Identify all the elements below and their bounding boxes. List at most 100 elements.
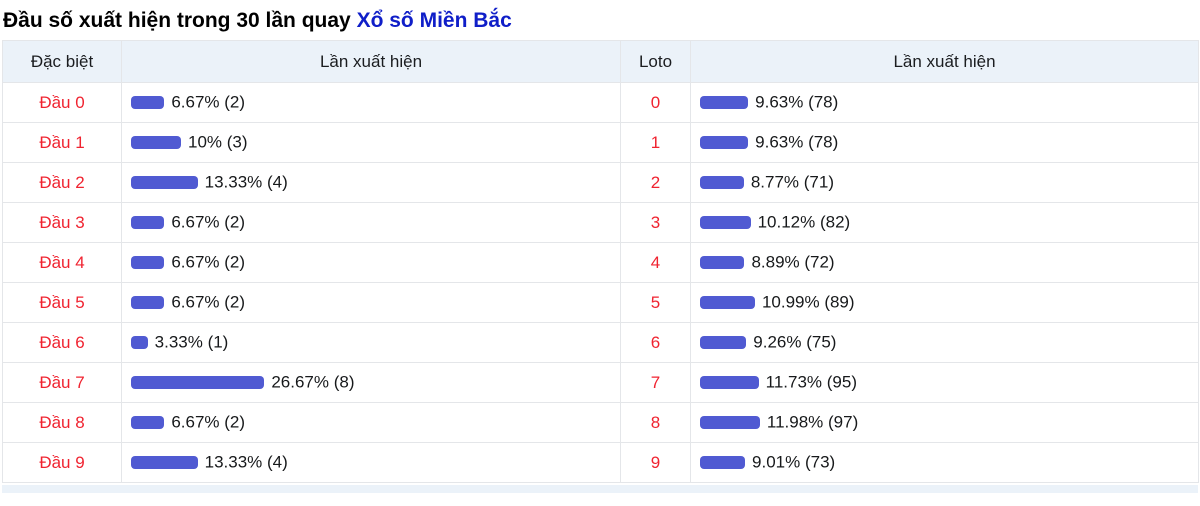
dac-biet-label: Đầu 8 [39,412,85,432]
dac-biet-label: Đầu 3 [39,212,85,232]
dac-biet-frequency-cell: 6.67% (2) [121,242,621,283]
loto-cell: 6 [620,322,691,363]
loto-cell: 4 [620,242,691,283]
dac-biet-label: Đầu 5 [39,292,85,312]
loto-frequency-cell: 9.01% (73) [690,442,1199,483]
dac-biet-label: Đầu 6 [39,332,85,352]
frequency-bar [700,416,760,430]
dac-biet-cell: Đầu 3 [2,202,122,243]
loto-frequency-cell: 10.99% (89) [690,282,1199,323]
frequency-value: 9.26% (75) [753,332,837,352]
dac-biet-cell: Đầu 6 [2,322,122,363]
frequency-bar [131,336,148,350]
frequency-value: 8.89% (72) [751,252,835,272]
loto-label: 7 [650,372,661,392]
frequency-bar [131,216,165,230]
frequency-bar [700,376,759,390]
table-header-row: Đặc biệt Lần xuất hiện Loto Lần xuất hiệ… [2,40,1199,83]
table-row: Đầu 3 6.67% (2) 3 10.12% (82) [2,202,1199,243]
title-link-xo-so-mien-bac[interactable]: Xổ số Miền Bắc [356,9,512,32]
loto-label: 5 [650,292,661,312]
frequency-value: 9.63% (78) [755,92,839,112]
loto-label: 2 [650,172,661,192]
page-title-text: Đầu số xuất hiện trong 30 lần quay [3,9,351,32]
frequency-bar [700,336,747,350]
frequency-value: 6.67% (2) [171,292,246,312]
loto-label: 0 [650,92,661,112]
frequency-value: 9.63% (78) [755,132,839,152]
frequency-value: 9.01% (73) [752,452,836,472]
dac-biet-cell: Đầu 9 [2,442,122,483]
frequency-value: 10.12% (82) [757,212,851,232]
frequency-value: 11.98% (97) [766,412,859,432]
dac-biet-cell: Đầu 5 [2,282,122,323]
frequency-bar [131,376,265,390]
frequency-value: 10.99% (89) [761,292,855,312]
loto-cell: 7 [620,362,691,403]
header-dac-biet: Đặc biệt [2,40,122,83]
frequency-bar [700,136,749,150]
dac-biet-label: Đầu 9 [39,452,85,472]
loto-cell: 3 [620,202,691,243]
header-lan-xuat-hien-left: Lần xuất hiện [121,40,621,83]
frequency-bar [131,256,165,270]
frequency-value: 8.77% (71) [750,172,835,192]
frequency-value: 6.67% (2) [171,252,246,272]
table-row: Đầu 7 26.67% (8) 7 11.73% (95) [2,362,1199,403]
dac-biet-frequency-cell: 10% (3) [121,122,621,163]
frequency-bar [131,456,198,470]
frequency-value: 6.67% (2) [171,92,246,112]
frequency-bar [131,296,165,310]
table-row: Đầu 1 10% (3) 1 9.63% (78) [2,122,1199,163]
frequency-value: 10% (3) [188,132,248,152]
dac-biet-frequency-cell: 13.33% (4) [121,442,621,483]
dac-biet-cell: Đầu 8 [2,402,122,443]
page-title: Đầu số xuất hiện trong 30 lần quay Xổ số… [0,0,1200,40]
dac-biet-frequency-cell: 6.67% (2) [121,82,621,123]
dac-biet-cell: Đầu 0 [2,82,122,123]
dac-biet-cell: Đầu 7 [2,362,122,403]
frequency-value: 6.67% (2) [171,212,246,232]
loto-cell: 9 [620,442,691,483]
loto-label: 4 [650,252,661,272]
frequency-bar [700,216,751,230]
dac-biet-label: Đầu 7 [39,372,85,392]
next-table-header-strip [2,485,1198,493]
table-row: Đầu 8 6.67% (2) 8 11.98% (97) [2,402,1199,443]
frequency-bar [700,456,746,470]
dac-biet-cell: Đầu 2 [2,162,122,203]
frequency-bar [700,296,755,310]
loto-frequency-cell: 11.73% (95) [690,362,1199,403]
dac-biet-frequency-cell: 6.67% (2) [121,202,621,243]
frequency-bar [131,136,181,150]
loto-label: 6 [650,332,661,352]
dac-biet-frequency-cell: 26.67% (8) [121,362,621,403]
dac-biet-cell: Đầu 4 [2,242,122,283]
dac-biet-cell: Đầu 1 [2,122,122,163]
table-row: Đầu 6 3.33% (1) 6 9.26% (75) [2,322,1199,363]
dac-biet-label: Đầu 2 [39,172,85,192]
frequency-bar [131,416,165,430]
loto-label: 8 [650,412,661,432]
dac-biet-label: Đầu 1 [39,132,85,152]
loto-cell: 5 [620,282,691,323]
table-row: Đầu 2 13.33% (4) 2 8.77% (71) [2,162,1199,203]
frequency-value: 13.33% (4) [204,172,288,192]
loto-label: 9 [650,452,661,472]
frequency-value: 3.33% (1) [154,332,229,352]
loto-label: 1 [650,132,661,152]
loto-frequency-cell: 8.89% (72) [690,242,1199,283]
loto-cell: 2 [620,162,691,203]
frequency-bar [700,256,745,270]
frequency-bar [131,96,165,110]
loto-frequency-cell: 9.26% (75) [690,322,1199,363]
table-row: Đầu 4 6.67% (2) 4 8.89% (72) [2,242,1199,283]
loto-frequency-cell: 9.63% (78) [690,122,1199,163]
loto-frequency-cell: 10.12% (82) [690,202,1199,243]
loto-label: 3 [650,212,661,232]
table-row: Đầu 0 6.67% (2) 0 9.63% (78) [2,82,1199,123]
dac-biet-label: Đầu 4 [39,252,85,272]
frequency-bar [131,176,198,190]
dac-biet-frequency-cell: 3.33% (1) [121,322,621,363]
table-row: Đầu 5 6.67% (2) 5 10.99% (89) [2,282,1199,323]
